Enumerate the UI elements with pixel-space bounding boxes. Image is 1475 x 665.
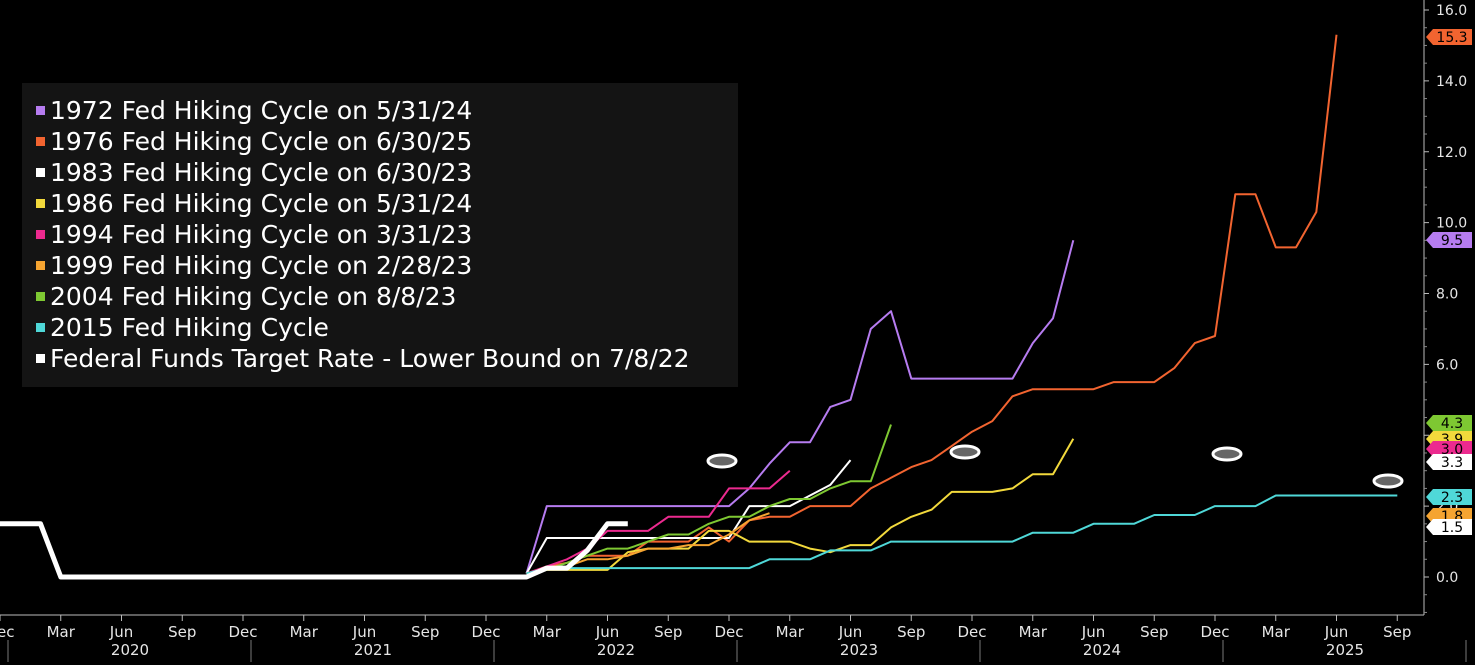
series-line (525, 240, 1075, 574)
annotation-marker (1372, 473, 1404, 489)
end-value-badge (1426, 441, 1472, 457)
x-tick-label: Jun (838, 623, 862, 641)
y-tick-label: 8.0 (1436, 287, 1458, 303)
end-value-label: 15.3 (1436, 30, 1467, 46)
legend-label: 1983 Fed Hiking Cycle on 6/30/23 (50, 158, 473, 187)
legend-item: 1976 Fed Hiking Cycle on 6/30/25 (36, 126, 472, 157)
year-label: 2020 (111, 641, 149, 659)
year-label: 2024 (1083, 641, 1121, 659)
legend-item: 1983 Fed Hiking Cycle on 6/30/23 (36, 157, 472, 188)
end-value-badge (1426, 29, 1472, 45)
x-tick-label: Sep (1383, 623, 1411, 641)
legend-swatch (36, 199, 45, 208)
legend-label: Federal Funds Target Rate - Lower Bound … (50, 344, 690, 373)
x-tick-label: Mar (776, 623, 805, 641)
y-tick-label: 0.0 (1436, 570, 1458, 586)
legend-swatch (36, 168, 45, 177)
x-tick-label: Jun (352, 623, 376, 641)
legend-label: 1999 Fed Hiking Cycle on 2/28/23 (50, 251, 473, 280)
x-tick-label: Mar (533, 623, 562, 641)
end-value-label: 9.5 (1441, 233, 1463, 249)
end-value-badge (1426, 415, 1472, 431)
year-label: 2025 (1326, 641, 1364, 659)
legend-item: 1972 Fed Hiking Cycle on 5/31/24 (36, 95, 472, 126)
end-value-badge (1426, 232, 1472, 248)
y-tick-label: 12.0 (1436, 145, 1467, 161)
legend-swatch (36, 261, 45, 270)
legend-label: 2004 Fed Hiking Cycle on 8/8/23 (50, 282, 457, 311)
legend-label: 1986 Fed Hiking Cycle on 5/31/24 (50, 189, 473, 218)
y-tick-label: 6.0 (1436, 357, 1458, 373)
x-tick-label: Dec (957, 623, 986, 641)
legend-swatch (36, 230, 45, 239)
legend-swatch (36, 106, 45, 115)
x-tick-label: Dec (471, 623, 500, 641)
x-tick-label: Mar (290, 623, 319, 641)
series-line (526, 34, 1338, 575)
x-tick-label: Mar (1019, 623, 1048, 641)
legend-item: 2015 Fed Hiking Cycle (36, 312, 329, 343)
x-tick-label: Sep (168, 623, 196, 641)
end-value-badge (1426, 489, 1472, 505)
year-label: 2022 (597, 641, 635, 659)
x-tick-label: Mar (47, 623, 76, 641)
x-tick-label: Dec (228, 623, 257, 641)
legend-label: 1972 Fed Hiking Cycle on 5/31/24 (50, 96, 473, 125)
legend-label: 1976 Fed Hiking Cycle on 6/30/25 (50, 127, 473, 156)
end-value-label: 1.5 (1441, 520, 1463, 536)
y-tick-label: 14.0 (1436, 74, 1467, 90)
x-tick-label: Jun (595, 623, 619, 641)
y-tick-label: 16.0 (1436, 3, 1467, 19)
legend-swatch (36, 323, 45, 332)
legend-item: 1994 Fed Hiking Cycle on 3/31/23 (36, 219, 472, 250)
legend-item: 1999 Fed Hiking Cycle on 2/28/23 (36, 250, 472, 281)
legend-label: 2015 Fed Hiking Cycle (50, 313, 329, 342)
x-tick-label: Sep (411, 623, 439, 641)
series-line (526, 438, 1075, 575)
legend-item: 2004 Fed Hiking Cycle on 8/8/23 (36, 281, 456, 312)
legend-item: Federal Funds Target Rate - Lower Bound … (36, 343, 690, 374)
year-label: 2023 (840, 641, 878, 659)
x-tick-label: Dec (0, 623, 15, 641)
legend-label: 1994 Fed Hiking Cycle on 3/31/23 (50, 220, 473, 249)
annotation-marker (949, 444, 981, 460)
legend-swatch (36, 292, 45, 301)
x-tick-label: Dec (1200, 623, 1229, 641)
series-line (526, 424, 892, 575)
x-tick-label: Jun (109, 623, 133, 641)
y-tick-label: 10.0 (1436, 216, 1467, 232)
annotation-marker (1211, 446, 1243, 462)
end-value-label: 4.3 (1441, 416, 1463, 432)
annotation-marker (706, 453, 738, 469)
x-tick-label: Jun (1324, 623, 1348, 641)
legend-swatch (36, 137, 45, 146)
x-tick-label: Jun (1081, 623, 1105, 641)
legend-item: 1986 Fed Hiking Cycle on 5/31/24 (36, 188, 472, 219)
end-value-label: 2.3 (1441, 490, 1463, 506)
series-line (526, 469, 791, 575)
series-line (0, 521, 628, 580)
x-tick-label: Mar (1262, 623, 1291, 641)
x-tick-label: Sep (1140, 623, 1168, 641)
end-value-label: 3.3 (1441, 455, 1463, 471)
x-tick-label: Sep (654, 623, 682, 641)
legend: 1972 Fed Hiking Cycle on 5/31/24 1976 Fed… (22, 83, 738, 387)
series-line (526, 494, 1398, 575)
x-tick-label: Sep (897, 623, 925, 641)
legend-swatch (36, 354, 45, 363)
year-label: 2021 (354, 641, 392, 659)
x-tick-label: Dec (714, 623, 743, 641)
end-value-badge (1426, 519, 1472, 535)
series-line (525, 459, 852, 574)
end-value-badge (1426, 454, 1472, 470)
